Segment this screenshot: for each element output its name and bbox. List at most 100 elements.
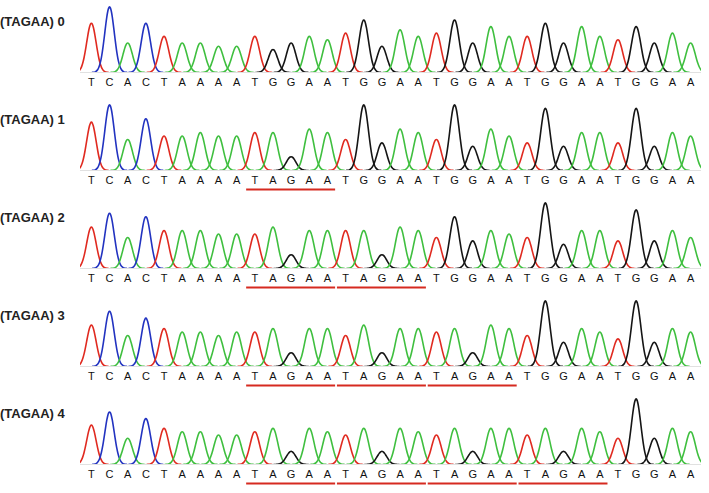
svg-text:G: G <box>378 468 387 480</box>
svg-text:A: A <box>687 76 695 88</box>
svg-text:G: G <box>632 468 641 480</box>
svg-text:T: T <box>433 174 440 186</box>
svg-text:A: A <box>487 272 495 284</box>
svg-text:G: G <box>287 272 296 284</box>
svg-text:A: A <box>578 370 586 382</box>
svg-text:G: G <box>650 174 659 186</box>
svg-text:T: T <box>88 272 95 284</box>
svg-text:T: T <box>88 370 95 382</box>
svg-text:A: A <box>396 76 404 88</box>
svg-text:A: A <box>505 468 513 480</box>
svg-text:A: A <box>505 370 513 382</box>
svg-text:A: A <box>233 370 241 382</box>
svg-text:T: T <box>251 468 258 480</box>
svg-text:T: T <box>342 272 349 284</box>
svg-text:A: A <box>124 468 132 480</box>
svg-text:C: C <box>142 370 150 382</box>
svg-text:A: A <box>269 468 277 480</box>
svg-text:C: C <box>106 370 114 382</box>
svg-text:G: G <box>287 370 296 382</box>
svg-text:A: A <box>669 370 677 382</box>
svg-text:A: A <box>415 76 423 88</box>
svg-text:A: A <box>269 174 277 186</box>
svg-text:A: A <box>306 174 314 186</box>
svg-text:G: G <box>541 76 550 88</box>
svg-text:T: T <box>615 76 622 88</box>
svg-text:A: A <box>306 272 314 284</box>
svg-text:T: T <box>433 272 440 284</box>
svg-text:A: A <box>596 272 604 284</box>
svg-text:T: T <box>161 272 168 284</box>
svg-text:C: C <box>142 174 150 186</box>
svg-text:A: A <box>505 174 513 186</box>
svg-text:A: A <box>233 76 241 88</box>
svg-text:G: G <box>632 272 641 284</box>
svg-text:G: G <box>378 370 387 382</box>
svg-text:T: T <box>524 370 531 382</box>
svg-text:T: T <box>161 468 168 480</box>
svg-text:C: C <box>106 174 114 186</box>
svg-text:A: A <box>396 370 404 382</box>
svg-text:A: A <box>179 370 187 382</box>
svg-text:A: A <box>179 76 187 88</box>
svg-text:G: G <box>468 468 477 480</box>
svg-text:A: A <box>215 76 223 88</box>
svg-text:G: G <box>559 468 568 480</box>
svg-text:G: G <box>468 76 477 88</box>
svg-text:A: A <box>324 370 332 382</box>
svg-text:A: A <box>124 370 132 382</box>
svg-text:T: T <box>433 370 440 382</box>
svg-text:A: A <box>324 468 332 480</box>
svg-text:A: A <box>687 370 695 382</box>
svg-text:A: A <box>233 272 241 284</box>
svg-text:A: A <box>197 468 205 480</box>
svg-text:T: T <box>524 468 531 480</box>
svg-text:G: G <box>378 174 387 186</box>
svg-text:T: T <box>615 370 622 382</box>
svg-text:A: A <box>415 468 423 480</box>
svg-text:G: G <box>559 370 568 382</box>
svg-text:G: G <box>450 76 459 88</box>
svg-text:T: T <box>251 174 258 186</box>
svg-text:A: A <box>324 76 332 88</box>
svg-text:A: A <box>124 76 132 88</box>
svg-text:C: C <box>106 76 114 88</box>
svg-text:T: T <box>342 76 349 88</box>
svg-text:A: A <box>324 272 332 284</box>
svg-text:A: A <box>669 174 677 186</box>
svg-text:A: A <box>215 174 223 186</box>
svg-text:T: T <box>251 272 258 284</box>
svg-text:T: T <box>161 174 168 186</box>
svg-text:T: T <box>88 76 95 88</box>
svg-text:T: T <box>161 76 168 88</box>
svg-text:A: A <box>197 370 205 382</box>
svg-text:A: A <box>596 370 604 382</box>
svg-text:G: G <box>378 76 387 88</box>
svg-text:A: A <box>596 76 604 88</box>
svg-text:A: A <box>306 76 314 88</box>
svg-text:A: A <box>179 272 187 284</box>
svg-text:C: C <box>142 272 150 284</box>
svg-text:A: A <box>687 468 695 480</box>
svg-text:C: C <box>106 468 114 480</box>
svg-text:T: T <box>342 174 349 186</box>
svg-text:A: A <box>578 76 586 88</box>
svg-text:A: A <box>179 468 187 480</box>
svg-text:G: G <box>269 76 278 88</box>
svg-text:A: A <box>451 370 459 382</box>
svg-text:A: A <box>669 468 677 480</box>
svg-text:G: G <box>650 370 659 382</box>
svg-text:G: G <box>541 174 550 186</box>
svg-text:T: T <box>524 76 531 88</box>
svg-text:A: A <box>124 174 132 186</box>
svg-text:G: G <box>559 272 568 284</box>
svg-text:A: A <box>487 468 495 480</box>
svg-text:A: A <box>197 272 205 284</box>
svg-text:T: T <box>615 468 622 480</box>
svg-text:G: G <box>287 468 296 480</box>
svg-text:A: A <box>197 174 205 186</box>
svg-text:A: A <box>415 370 423 382</box>
svg-text:T: T <box>524 272 531 284</box>
svg-text:A: A <box>687 174 695 186</box>
svg-text:G: G <box>468 370 477 382</box>
